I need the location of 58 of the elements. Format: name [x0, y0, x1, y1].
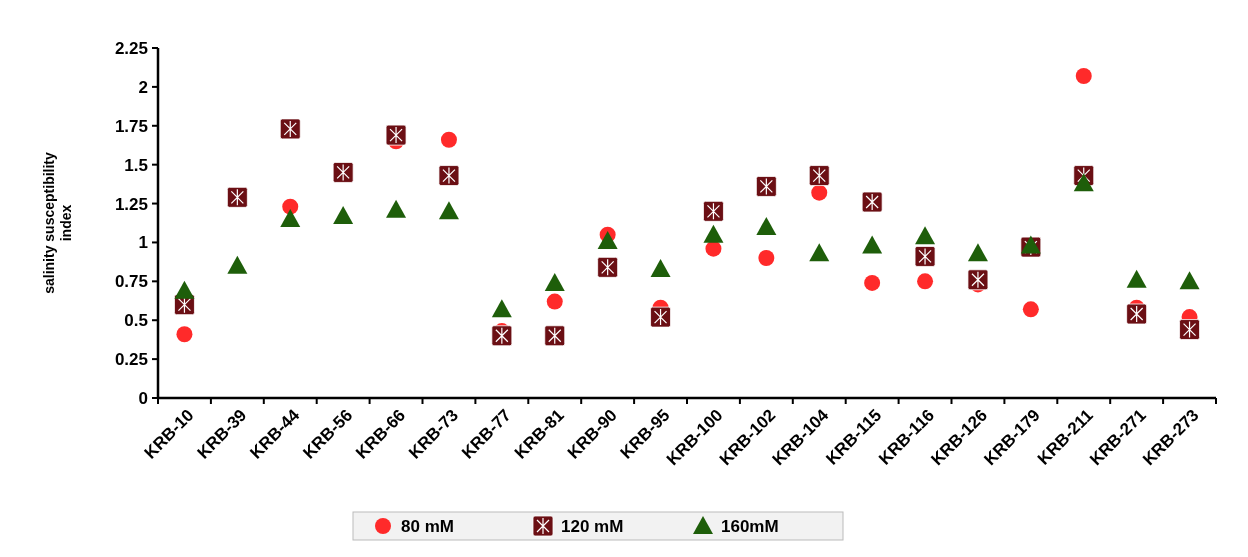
point	[809, 243, 830, 262]
point	[1073, 173, 1094, 192]
point	[1126, 303, 1148, 325]
point	[174, 280, 195, 299]
y-tick-label: 1.5	[124, 155, 148, 175]
point	[1022, 301, 1039, 318]
point	[491, 325, 513, 347]
y-tick-label: 2.25	[114, 38, 148, 58]
point	[862, 235, 883, 254]
point	[438, 201, 459, 220]
point	[332, 162, 354, 183]
point	[440, 131, 457, 148]
point	[917, 273, 934, 290]
point	[758, 250, 775, 266]
point	[861, 191, 883, 213]
point	[544, 325, 566, 347]
point	[280, 209, 301, 228]
legend-label: 80 mM	[401, 516, 454, 536]
point	[597, 230, 618, 249]
point	[438, 165, 460, 186]
point	[755, 176, 777, 197]
point	[279, 118, 301, 140]
point	[597, 256, 619, 278]
legend-label: 120 mM	[561, 516, 624, 536]
point	[385, 124, 407, 146]
y-axis-title: salinity susceptibility index	[40, 151, 74, 294]
point	[1075, 68, 1092, 84]
y-tick-label: 1.75	[114, 116, 148, 136]
y-tick-label: 1.25	[114, 194, 148, 214]
point	[1020, 235, 1041, 254]
point	[227, 255, 248, 274]
point	[491, 299, 512, 318]
y-tick-label: 0.25	[114, 350, 148, 370]
point	[176, 326, 193, 343]
y-tick-label: 1	[138, 233, 148, 253]
y-tick-label: 0.75	[114, 272, 148, 292]
point	[546, 293, 563, 310]
point	[811, 184, 828, 201]
point	[967, 269, 989, 291]
point	[967, 243, 988, 262]
point	[1126, 269, 1147, 288]
point	[756, 216, 777, 235]
point	[808, 165, 830, 186]
y-tick-label: 0.5	[124, 311, 148, 331]
legend-label: 160mM	[721, 516, 779, 536]
point	[226, 186, 248, 208]
point	[282, 198, 299, 215]
point	[703, 224, 724, 243]
point	[650, 258, 671, 277]
point	[386, 199, 407, 218]
point	[864, 274, 881, 291]
point	[544, 272, 565, 291]
point	[914, 246, 936, 267]
y-tick-label: 0	[138, 388, 148, 408]
point	[333, 206, 354, 224]
y-tick-label: 2	[138, 77, 148, 97]
point	[915, 226, 936, 245]
point	[1179, 271, 1200, 290]
